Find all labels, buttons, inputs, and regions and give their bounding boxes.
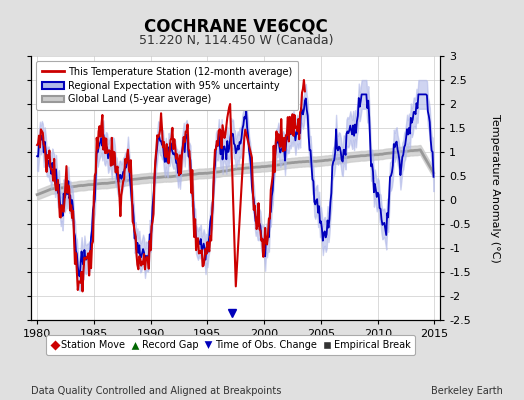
Text: COCHRANE VE6CQC: COCHRANE VE6CQC bbox=[144, 18, 328, 36]
Text: Berkeley Earth: Berkeley Earth bbox=[431, 386, 503, 396]
Text: 51.220 N, 114.450 W (Canada): 51.220 N, 114.450 W (Canada) bbox=[138, 34, 333, 47]
Legend: Station Move, Record Gap, Time of Obs. Change, Empirical Break: Station Move, Record Gap, Time of Obs. C… bbox=[46, 336, 415, 355]
Y-axis label: Temperature Anomaly (°C): Temperature Anomaly (°C) bbox=[490, 114, 500, 262]
Text: Data Quality Controlled and Aligned at Breakpoints: Data Quality Controlled and Aligned at B… bbox=[31, 386, 282, 396]
Legend: This Temperature Station (12-month average), Regional Expectation with 95% uncer: This Temperature Station (12-month avera… bbox=[36, 61, 299, 110]
